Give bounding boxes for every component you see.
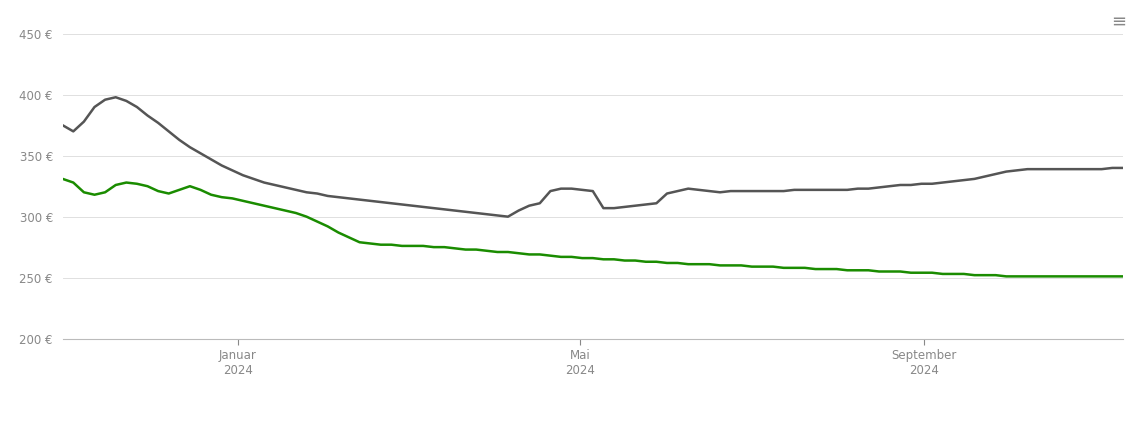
Legend: lose Ware, Sackware: lose Ware, Sackware (482, 430, 703, 434)
Text: ≡: ≡ (1112, 13, 1126, 31)
